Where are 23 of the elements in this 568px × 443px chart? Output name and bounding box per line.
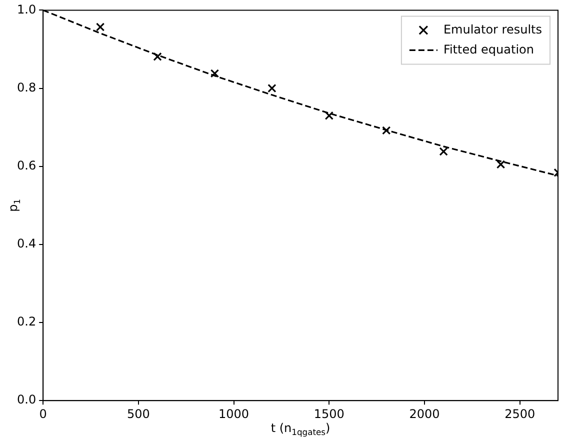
point bbox=[153, 52, 162, 61]
x-tick-label: 500 bbox=[126, 406, 150, 421]
y-tick-label: 1.0 bbox=[16, 2, 36, 16]
point bbox=[324, 111, 334, 120]
point bbox=[439, 147, 448, 156]
x-tick-label: 2500 bbox=[504, 406, 536, 421]
y-tick-label: 0.4 bbox=[16, 236, 36, 251]
y-tick-label: 0.0 bbox=[16, 392, 36, 407]
legend-label: Fitted equation bbox=[443, 42, 534, 56]
y-tick-label: 0.8 bbox=[16, 80, 36, 94]
point bbox=[210, 69, 220, 78]
y-tick-label: 0.2 bbox=[16, 314, 36, 329]
y-axis-title: p1 bbox=[6, 198, 22, 212]
legend-label: Emulator results bbox=[443, 22, 542, 36]
x-tick-label: 1500 bbox=[314, 406, 344, 421]
x-tick-label: 2000 bbox=[409, 406, 440, 421]
point bbox=[96, 22, 105, 32]
x-tick-label: 0 bbox=[39, 406, 47, 421]
x-tick-label: 1000 bbox=[218, 406, 250, 421]
point bbox=[382, 126, 391, 135]
y-tick-label: 0.6 bbox=[16, 158, 36, 172]
point bbox=[268, 84, 276, 93]
point bbox=[496, 160, 506, 169]
